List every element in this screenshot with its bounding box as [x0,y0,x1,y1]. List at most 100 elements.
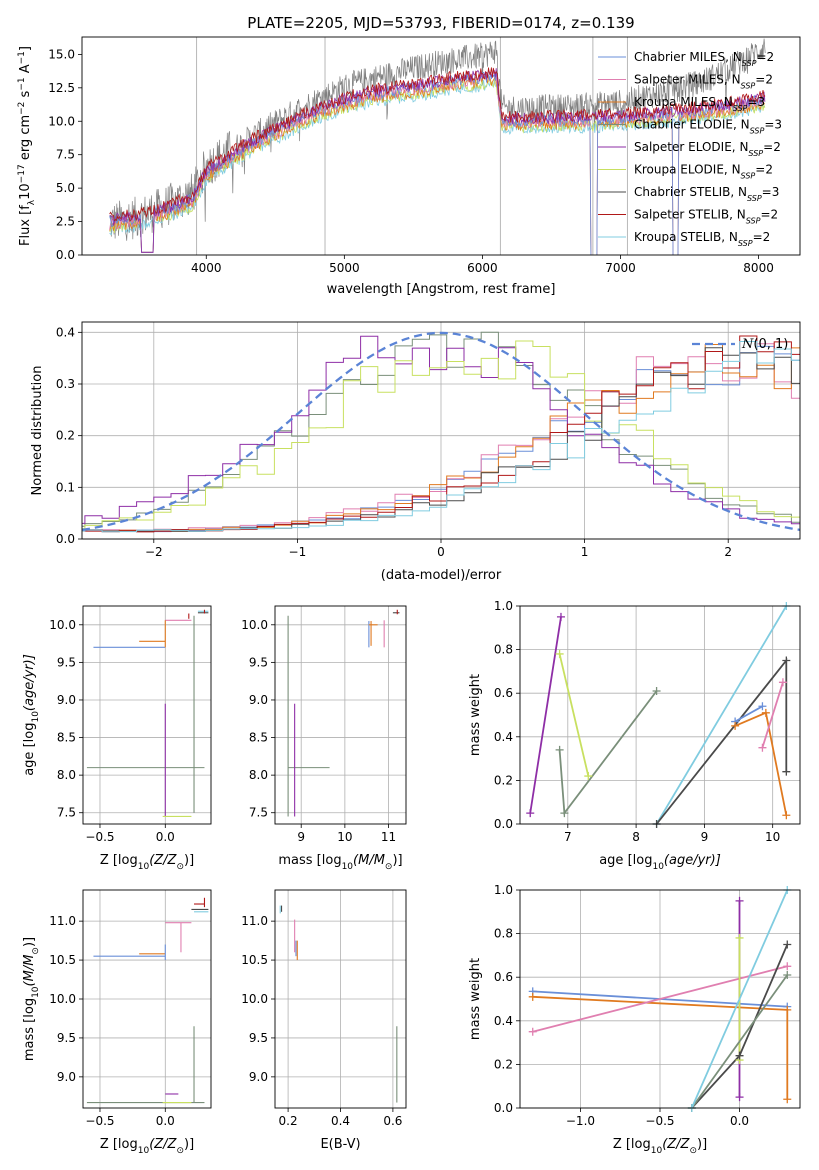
legend-part: , [725,50,733,64]
model-spectrum [109,67,766,222]
y-tick-label: 0.4 [56,325,75,339]
x-tick-label: −1 [289,545,307,559]
label-part: (age/yr)] [664,853,721,868]
y-tick-label: 0.0 [56,248,75,262]
y-tick-label: 0.6 [494,686,513,700]
mass-weight-marker [735,1051,744,1060]
mass-weight-marker [778,678,787,687]
legend-entry: Chabrier ELODIE, NSSP=3 [634,118,782,136]
x-tick-label: 10 [337,830,352,844]
legend-part: Chabrier MILES [634,50,725,64]
residual-histogram [82,344,800,532]
label-part: ⊙ [176,862,184,872]
y-tick-label: 1.0 [494,599,513,613]
y-axis-label: mass weight [468,674,483,756]
label-part: 10 [31,986,41,998]
legend-entry: Kroupa STELIB, NSSP=2 [634,230,770,248]
legend-part: Chabrier STELIB [634,185,730,199]
legend-part: N [741,118,750,132]
mass-weight-marker [652,687,661,696]
legend-part: 2 [763,230,771,244]
y-tick-label: 10.0 [48,114,75,128]
y-tick-label: 0.0 [494,1101,513,1115]
x-tick-label: 0.2 [279,1114,298,1128]
axes-frame [81,321,801,540]
label-part: ] [18,46,33,51]
y-tick-label: 9.0 [249,1070,268,1084]
x-tick-label: 6000 [467,261,498,275]
legend-entry: Kroupa MILES, NSSP=3 [634,95,765,113]
mass-weight-line [532,965,788,1033]
legend-part: SSP [747,194,762,203]
legend-part: N [724,95,733,109]
mass-weight-marker [783,1005,792,1014]
mass-weight-marker [783,971,792,980]
y-tick-label: 9.5 [249,655,268,669]
x-tick-label: 8000 [743,261,774,275]
label-part: (M/M [353,853,385,868]
legend-part: , [730,185,738,199]
legend-part: , [721,230,729,244]
legend-part: 2 [765,73,773,87]
axes-frame [519,605,801,825]
label-part: Z [log [613,1137,651,1152]
y-axis-label: Flux [fλ10−17 erg cm−2 s−1 A−1] [17,46,37,246]
legend-entry: Salpeter MILES, NSSP=2 [634,73,773,91]
x-tick-label: 11 [381,830,396,844]
y-tick-label: 7.5 [249,806,268,820]
mass-weight-marker [731,721,740,730]
y-tick-label: 0.0 [494,817,513,831]
y-tick-label: 8.5 [249,731,268,745]
label-part: −2 [17,102,27,115]
plot-area-mw-vs-age [529,606,788,824]
y-axis-label: age [log10(age/yr)] [22,654,41,776]
label-part: Z [log [100,1137,138,1152]
mass-weight-line [691,974,789,1108]
label-part: ⊙ [689,1146,697,1156]
legend-part: = [747,95,757,109]
y-tick-label: 1.0 [494,883,513,897]
mass-weight-marker [783,962,792,971]
mass-weight-line [558,690,658,816]
label-part: s [18,90,33,101]
legend-part: N [732,163,741,177]
mass-weight-line [690,890,789,1108]
mass-weight-marker [758,702,767,711]
legend-part: SSP [741,171,756,180]
legend-part: , [724,73,732,87]
plot-area-age-vs-mass [287,609,400,817]
label-part: ⊙ [31,947,41,955]
legend-part: 3 [757,95,765,109]
model-spectrum [109,71,766,255]
mass-weight-marker [555,745,564,754]
y-tick-label: 0.4 [494,1014,513,1028]
label-part: (Z/Z [149,1137,177,1152]
label-part: 10 [342,862,354,872]
mass-weight-marker [782,767,791,776]
y-tick-label: 10.0 [241,618,268,632]
mass-weight-line [655,606,788,824]
x-tick-label: 0.0 [156,830,175,844]
x-axis-label: (data-model)/error [381,568,502,583]
legend-part: 3 [774,118,782,132]
label-part: Flux [f [18,205,33,246]
x-axis-label: E(B-V) [320,1137,360,1152]
gaussian-legend-label: N(0, 1) [741,337,788,352]
axes-spectrum: 4000 5000 6000 7000 8000 0.0 2.5 5.0 7.5 10.0 12.5… [48,47,774,275]
legend-part: N [729,230,738,244]
legend-part: = [755,163,765,177]
mass-weight-marker [783,940,792,949]
axes-age-vs-Z: −0.5 0.0 7.5 8.0 8.5 9.0 9.5 10.0 [49,606,211,844]
y-tick-label: 0.3 [56,377,75,391]
x-tick-label: 0.4 [331,1114,350,1128]
mass-weight-marker [556,612,565,621]
x-tick-label: −0.5 [85,1114,114,1128]
label-part: (Z/Z [149,853,177,868]
x-tick-label: 9 [297,830,305,844]
y-tick-label: 9.5 [57,655,76,669]
label-part: (M/M [22,955,37,987]
model-spectrum [109,71,766,255]
x-tick-label: 10 [765,830,780,844]
legend-part: SSP [746,216,761,225]
legend-part: = [753,230,763,244]
